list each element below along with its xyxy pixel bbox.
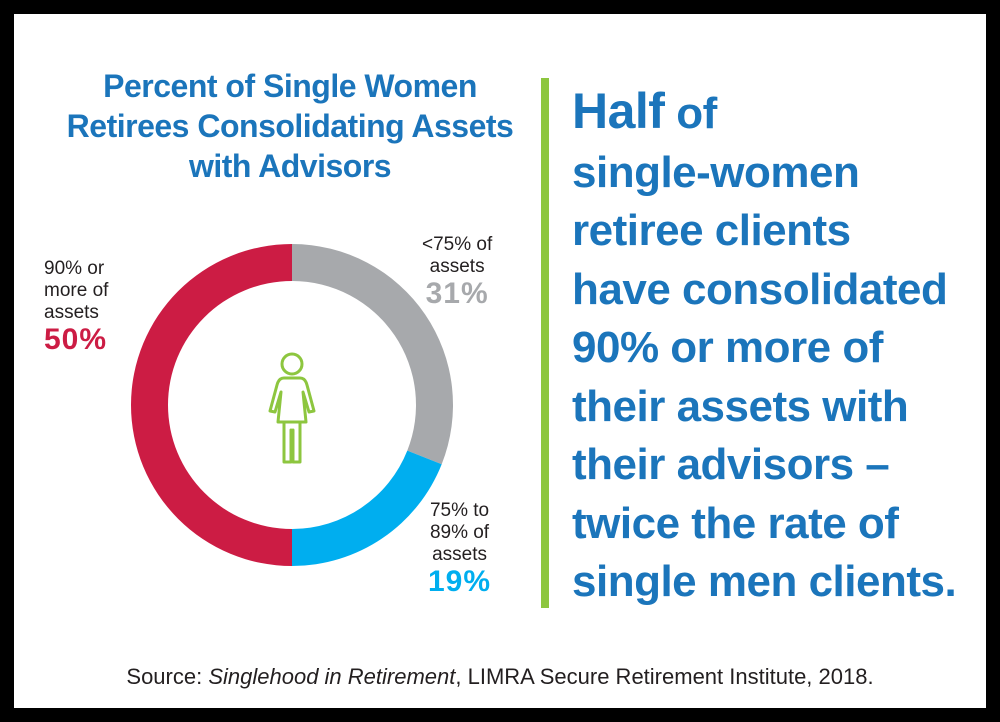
chart-title-line-3: with Advisors bbox=[188, 148, 392, 184]
slice-label-90-line-3: assets bbox=[44, 302, 99, 323]
slice-label-90-or-more: 90% or more of assets 50% bbox=[44, 258, 108, 356]
source-citation: Source: Singlehood in Retirement, LIMRA … bbox=[0, 664, 1000, 690]
donut-slice-50-percent bbox=[131, 244, 292, 566]
slice-label-75to89-line-3: assets bbox=[432, 544, 487, 565]
headline-line-1: Half of bbox=[572, 82, 982, 144]
headline-emphasis: Half bbox=[572, 83, 665, 139]
slice-label-under-75: <75% of assets 31% bbox=[422, 234, 492, 310]
source-prefix: Source: bbox=[126, 664, 209, 689]
slice-label-75to89-line-2: 89% of bbox=[429, 522, 490, 543]
slice-label-90-line-1: 90% or bbox=[44, 258, 105, 279]
woman-figure-icon bbox=[268, 352, 316, 464]
headline-line-3: retiree clients bbox=[572, 206, 851, 255]
slice-value-31: 31% bbox=[425, 277, 489, 310]
chart-title-line-2: Retirees Consolidating Assets bbox=[66, 108, 514, 144]
source-title: Singlehood in Retirement bbox=[208, 664, 456, 689]
slice-value-19: 19% bbox=[428, 565, 492, 598]
headline-line-8: twice the rate of bbox=[572, 498, 899, 548]
chart-title: Percent of Single Women Retirees Consoli… bbox=[40, 66, 540, 186]
headline-line-2: single-women bbox=[572, 147, 860, 197]
headline-first-line-rest: of bbox=[664, 89, 717, 138]
headline-line-7: their advisors – bbox=[572, 440, 890, 489]
slice-label-under75-line-2: assets bbox=[429, 256, 485, 277]
chart-title-line-1: Percent of Single Women bbox=[103, 68, 477, 104]
headline-line-9: single men clients. bbox=[572, 557, 957, 606]
source-suffix: , LIMRA Secure Retirement Institute, 201… bbox=[455, 664, 874, 689]
donut-slice-31-percent bbox=[292, 244, 454, 465]
slice-label-under75-line-1: <75% of bbox=[422, 234, 493, 255]
slice-label-75to89-line-1: 75% to bbox=[429, 500, 490, 521]
headline-line-5: 90% or more of bbox=[572, 323, 883, 372]
headline-line-6: their assets with bbox=[572, 381, 909, 431]
green-divider-bar bbox=[541, 78, 549, 608]
headline-line-4: have consolidated bbox=[572, 264, 948, 314]
donut-slice-19-percent bbox=[292, 450, 442, 566]
headline-statement: Half of single-women retiree clients hav… bbox=[572, 82, 982, 612]
slice-value-50: 50% bbox=[44, 323, 108, 356]
slice-label-75-to-89: 75% to 89% of assets 19% bbox=[428, 500, 491, 598]
slice-label-90-line-2: more of bbox=[44, 280, 109, 301]
